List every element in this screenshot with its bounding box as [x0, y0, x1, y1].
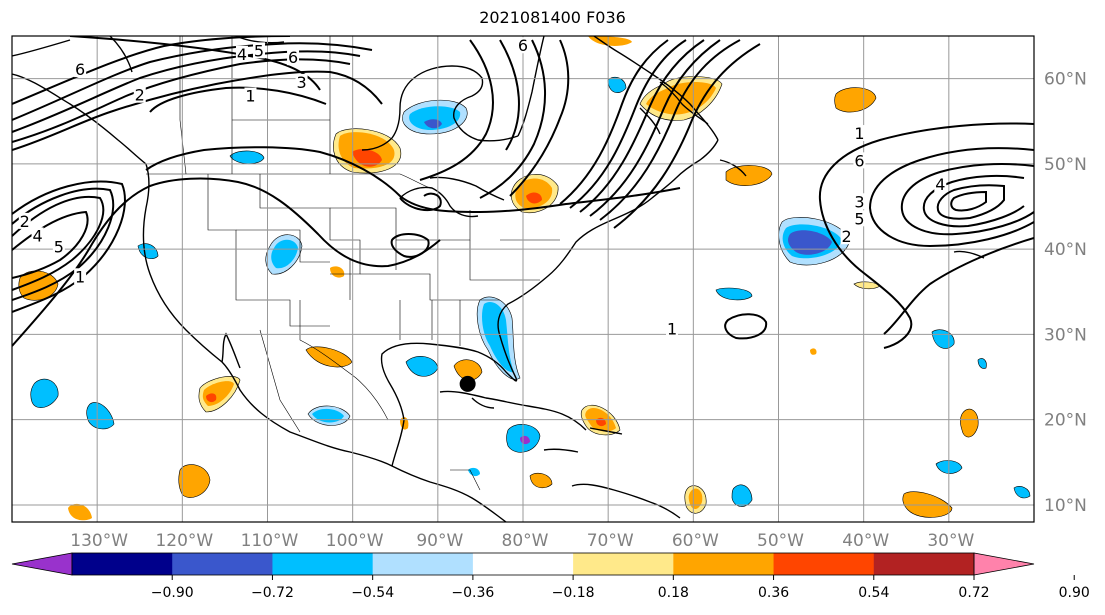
graticule	[12, 36, 1034, 522]
lon-tick-label: 60°W	[672, 531, 719, 551]
contour-label: 1	[667, 319, 677, 338]
contour-label: 2	[842, 227, 852, 246]
colorbar-tick-label: 0.54	[858, 585, 889, 601]
contour-label-bg	[295, 73, 308, 90]
lat-tick-label: 60°N	[1044, 70, 1087, 90]
colorbar-segment	[372, 553, 474, 575]
longitude-labels: 130°W 120°W 110°W 100°W 90°W 80°W 70°W 60°W 50°W…	[70, 531, 974, 551]
contour-label-bg	[517, 37, 529, 54]
colorbar-extend-low	[11, 552, 73, 576]
colorbar-tick-label: −0.90	[151, 585, 194, 601]
lat-tick-label: 20°N	[1044, 411, 1087, 431]
colorbar-segment	[72, 553, 173, 575]
lon-tick-label: 110°W	[241, 531, 299, 551]
contour-label: 5	[254, 41, 264, 60]
colorbar-tick-label: 0.72	[958, 585, 989, 601]
map-title: 2021081400 F036	[479, 8, 626, 27]
contour-label-bg	[853, 193, 866, 210]
lon-tick-label: 80°W	[502, 531, 549, 551]
contour-label: 1	[245, 87, 255, 106]
map-frame	[11, 35, 1035, 523]
lon-tick-label: 50°W	[757, 531, 804, 551]
contour-label-bg	[52, 238, 65, 255]
colorbar-tick-label: −0.36	[451, 585, 494, 601]
contour-label-bg	[235, 45, 248, 62]
contour-label-bg	[853, 125, 866, 142]
contour-label: 5	[854, 209, 864, 228]
contour-label: 4	[935, 175, 945, 194]
contour-label-bg	[287, 49, 300, 66]
contour-label-bg	[18, 212, 31, 229]
lon-tick-label: 130°W	[70, 531, 128, 551]
colorbar-tick-label: 0.36	[758, 585, 789, 601]
lat-tick-label: 50°N	[1044, 155, 1087, 175]
lat-tick-label: 30°N	[1044, 325, 1087, 345]
contour-label: 6	[75, 60, 85, 79]
contour-label-bg	[31, 227, 44, 244]
contour-label: 2	[135, 86, 145, 105]
colorbar-segment	[172, 553, 273, 575]
anomaly-shading	[18, 36, 1031, 521]
lon-tick-label: 40°W	[842, 531, 889, 551]
contour-label: 2	[20, 212, 30, 231]
contour-label-bg	[840, 228, 853, 245]
contour-label: 6	[288, 48, 298, 67]
storm-center-marker	[459, 375, 476, 392]
colorbar: −0.90 −0.72 −0.54 −0.36 −0.18 0.18 0.36 0.54 0.7…	[11, 552, 1090, 601]
lat-tick-label: 40°N	[1044, 240, 1087, 260]
contour-label-bg	[244, 87, 257, 104]
lat-tick-label: 10°N	[1044, 496, 1087, 516]
contour-label: 3	[296, 73, 306, 92]
lon-tick-label: 100°W	[326, 531, 384, 551]
contour-label-bg	[133, 86, 146, 103]
contour-label-bg	[934, 176, 947, 193]
lon-tick-label: 30°W	[927, 531, 974, 551]
contour-label: 3	[854, 192, 864, 211]
contour-label: 1	[854, 124, 864, 143]
lon-tick-label: 90°W	[416, 531, 463, 551]
contour-label: 1	[75, 267, 85, 286]
colorbar-segment	[873, 553, 975, 575]
colorbar-segment	[472, 553, 574, 575]
contour-label: 4	[32, 226, 42, 245]
contour-label: 4	[237, 45, 247, 64]
contour-label-bg	[252, 42, 265, 59]
contour-label-bg	[666, 320, 679, 337]
contour-label-bg	[853, 210, 866, 227]
colorbar-tick-label: 0.90	[1059, 585, 1090, 601]
colorbar-extend-high	[973, 552, 1035, 576]
colorbar-tick-label: 0.18	[658, 585, 689, 601]
colorbar-tick-label: −0.72	[251, 585, 294, 601]
lon-tick-label: 70°W	[587, 531, 634, 551]
contour-label: 6	[518, 36, 528, 55]
contour-lines	[12, 36, 1034, 349]
political-borders	[146, 36, 560, 491]
neg-feature-hudson-core	[409, 106, 461, 130]
colorbar-segment	[573, 553, 674, 575]
contour-label-bg	[74, 61, 87, 78]
colorbar-tick-label: −0.54	[351, 585, 394, 601]
colorbar-tick-label: −0.18	[552, 585, 595, 601]
colorbar-segment	[272, 553, 374, 575]
contour-label: 6	[854, 151, 864, 170]
colorbar-segment	[673, 553, 775, 575]
lon-tick-label: 120°W	[155, 531, 213, 551]
contour-label-bg	[74, 268, 87, 285]
latitude-labels: 60°N 50°N 40°N 30°N 20°N 10°N	[1044, 70, 1087, 516]
contour-label: 5	[54, 237, 64, 256]
colorbar-outline	[71, 552, 975, 576]
contour-label-bg	[853, 152, 866, 169]
colorbar-segment	[773, 553, 875, 575]
